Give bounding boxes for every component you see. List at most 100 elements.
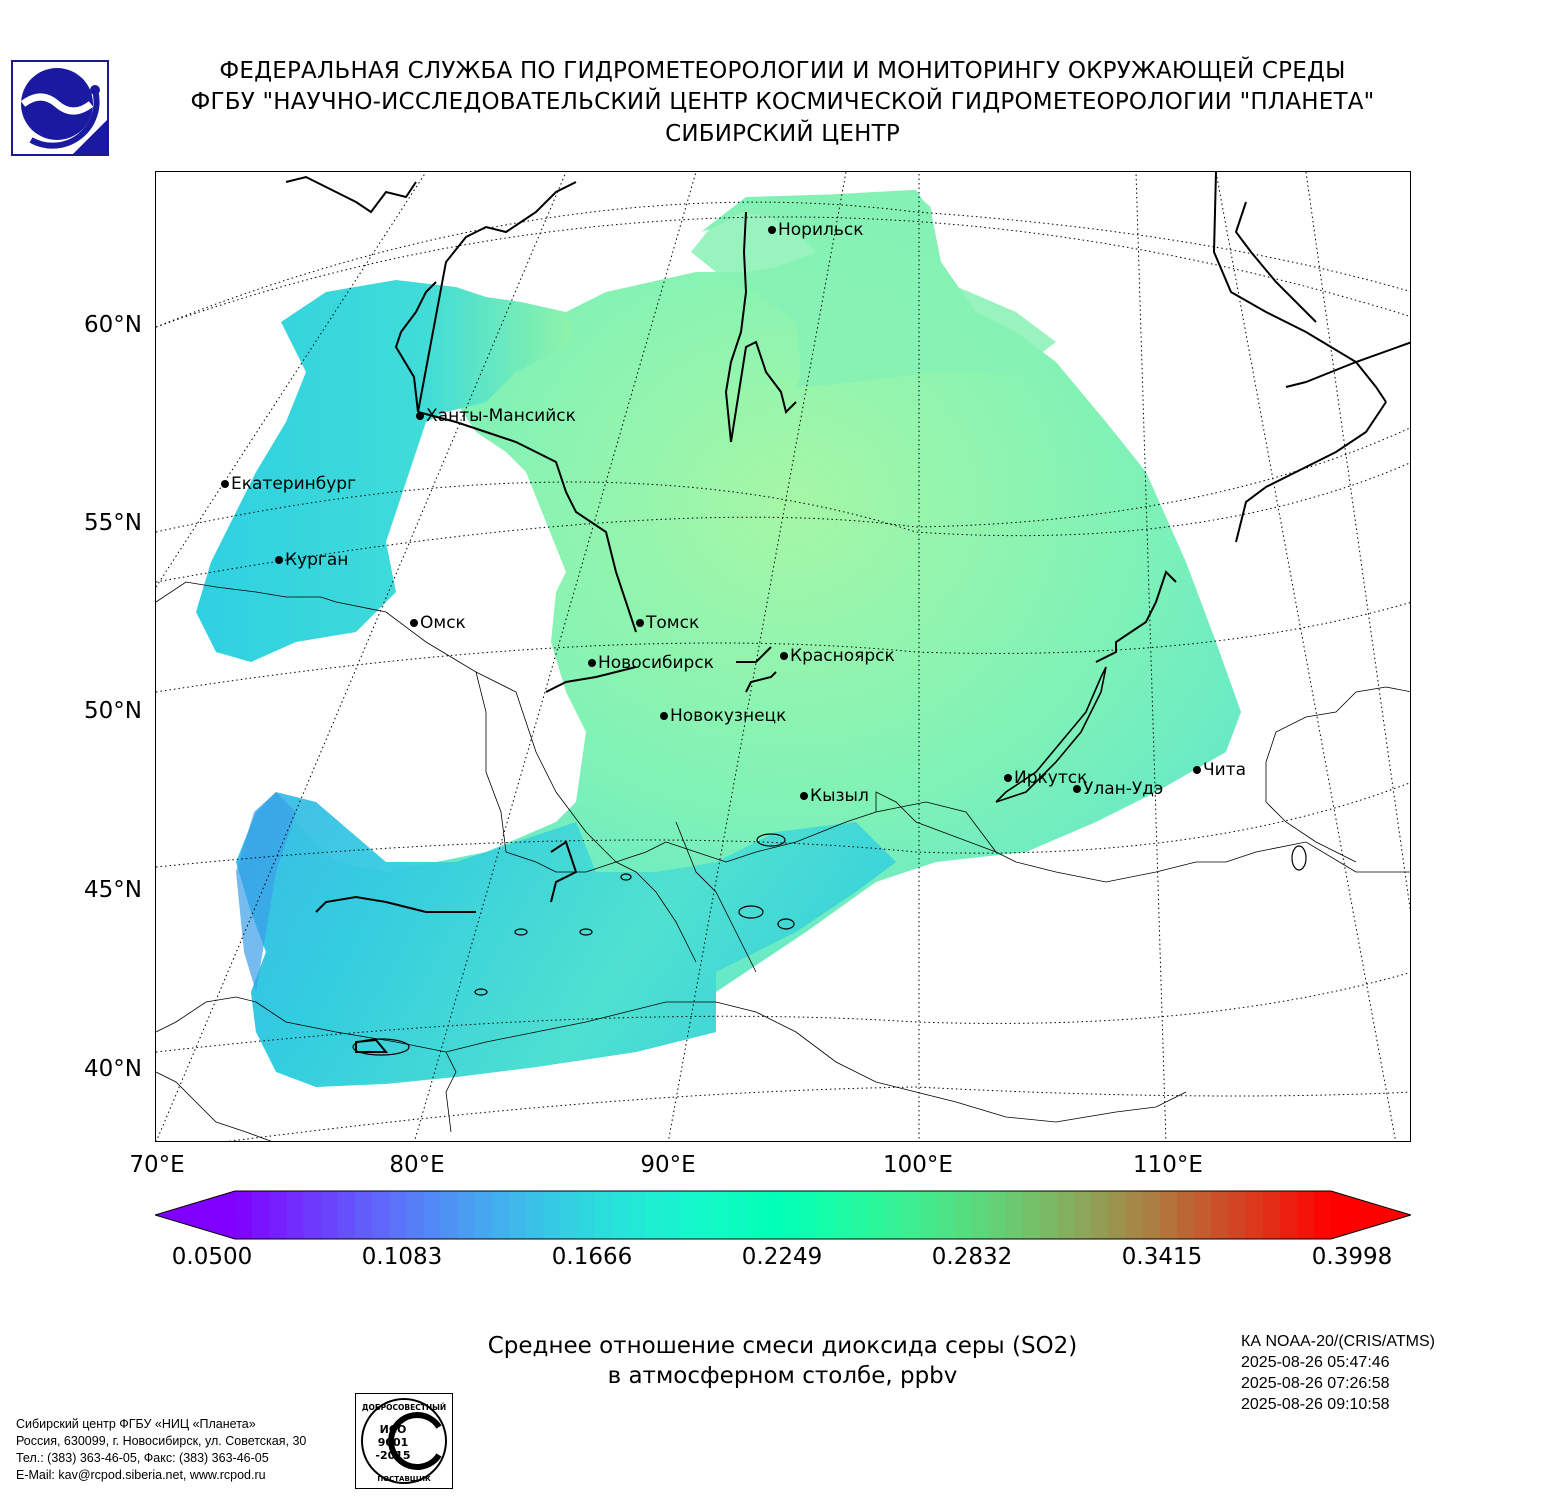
colorbar-segment: [988, 1191, 1007, 1239]
colorbar-segment: [1108, 1191, 1127, 1239]
map-canvas: [156, 172, 1410, 1141]
iso-stamp-bottom: ПОСТАВЩИК: [377, 1475, 431, 1483]
city-marker: [416, 412, 424, 420]
colorbar-segment: [474, 1191, 493, 1239]
colorbar-tick: 0.2249: [741, 1244, 823, 1270]
city-label: Ханты-Мансийск: [416, 406, 576, 426]
city-marker: [588, 659, 596, 667]
lat-label: 60°N: [84, 312, 142, 338]
pass-time: 2025-08-26 09:10:58: [1241, 1396, 1390, 1413]
colorbar-segment: [1125, 1191, 1144, 1239]
city-label: Чита: [1193, 760, 1246, 780]
colorbar-segment: [594, 1191, 613, 1239]
colorbar-segment: [526, 1191, 544, 1239]
lat-label: 50°N: [84, 698, 142, 724]
lon-label: 110°E: [1133, 1152, 1203, 1178]
so2-swath-west: [196, 280, 574, 662]
colorbar-segment: [817, 1191, 835, 1239]
baikal-lake: [995, 666, 1107, 803]
colorbar-segment: [406, 1191, 424, 1239]
colorbar-segment: [577, 1191, 596, 1239]
colorbar-segment: [235, 1191, 253, 1239]
city-marker: [660, 712, 668, 720]
colorbar-segment: [1262, 1191, 1281, 1239]
city-marker: [410, 619, 418, 627]
address-line: Тел.: (383) 363-46-05, Факс: (383) 363-4…: [16, 1451, 269, 1465]
city-marker: [800, 792, 808, 800]
colorbar-segment: [697, 1191, 716, 1239]
colorbar-segment: [440, 1191, 459, 1239]
colorbar-segment: [680, 1191, 698, 1239]
address-line: Россия, 630099, г. Новосибирск, ул. Сове…: [16, 1434, 307, 1448]
colorbar-segment: [491, 1191, 510, 1239]
colorbar-segment: [1074, 1191, 1092, 1239]
colorbar-segment: [868, 1191, 887, 1239]
satellite-name: КА NOAA-20/(CRIS/ATMS): [1241, 1333, 1435, 1350]
city-label: Норильск: [768, 220, 864, 240]
colorbar-segment: [1211, 1191, 1229, 1239]
colorbar-segment: [902, 1191, 921, 1239]
colorbar-segment: [457, 1191, 476, 1239]
colorbar-segment: [954, 1191, 972, 1239]
colorbar-segment: [937, 1191, 955, 1239]
city-label: Курган: [275, 550, 348, 570]
colorbar-segment: [834, 1191, 853, 1239]
colorbar-segment: [1279, 1191, 1298, 1239]
colorbar-segment: [1245, 1191, 1264, 1239]
lat-label: 40°N: [84, 1056, 142, 1082]
so2-map: Норильск Ханты-Мансийск Екатеринбург Кур…: [155, 171, 1411, 1142]
lat-label: 45°N: [84, 877, 142, 903]
colorbar-segment: [800, 1191, 818, 1239]
city-marker: [1004, 774, 1012, 782]
lon-label: 70°E: [129, 1152, 185, 1178]
colorbar-tick: 0.0500: [171, 1244, 253, 1270]
iso-stamp-top: ДОБРОСОВЕСТНЫЙ: [362, 1403, 446, 1412]
colorbar-segment: [663, 1191, 681, 1239]
colorbar-min-extend: [155, 1191, 236, 1239]
city-label: Екатеринбург: [221, 474, 356, 494]
lat-label: 55°N: [84, 510, 142, 536]
colorbar-segment: [423, 1191, 442, 1239]
colorbar-segment: [1005, 1191, 1024, 1239]
colorbar-segment: [1176, 1191, 1195, 1239]
colorbar-segment: [920, 1191, 938, 1239]
lon-label: 100°E: [883, 1152, 953, 1178]
colorbar: [155, 1190, 1411, 1240]
colorbar-outline: [155, 1190, 1411, 1240]
city-label: Красноярск: [780, 646, 895, 666]
header-line-2: ФГБУ "НАУЧНО-ИССЛЕДОВАТЕЛЬСКИЙ ЦЕНТР КОС…: [190, 89, 1375, 115]
colorbar-segment: [1039, 1191, 1058, 1239]
colorbar-segment: [731, 1191, 750, 1239]
address-line: E-Mail: kav@rcpod.siberia.net, www.rcpod…: [16, 1468, 266, 1482]
colorbar-segment: [337, 1191, 356, 1239]
iso-9001-stamp: ДОБРОСОВЕСТНЫЙ ИСО 9001 -2015 ПОСТАВЩИК: [355, 1393, 453, 1489]
colorbar-segment: [1313, 1191, 1332, 1239]
colorbar-segment: [748, 1191, 767, 1239]
colorbar-segment: [303, 1191, 322, 1239]
colorbar-tick: 0.1666: [551, 1244, 633, 1270]
colorbar-segment: [1159, 1191, 1178, 1239]
lon-label: 80°E: [389, 1152, 445, 1178]
colorbar-tick: 0.2832: [931, 1244, 1013, 1270]
city-marker: [636, 619, 644, 627]
city-label: Улан-Удэ: [1073, 779, 1163, 799]
so2-swath-sw-edge: [236, 792, 296, 992]
colorbar-segment: [628, 1191, 647, 1239]
city-label: Омск: [410, 613, 466, 633]
city-label: Томск: [636, 613, 699, 633]
colorbar-segment: [765, 1191, 784, 1239]
city-marker: [768, 226, 776, 234]
so2-swath-south: [236, 792, 896, 1087]
colorbar-segment: [560, 1191, 579, 1239]
colorbar-tick: 0.1083: [361, 1244, 443, 1270]
so2-swath-north: [691, 190, 1056, 387]
iso-stamp-line: 9001: [378, 1436, 409, 1449]
iso-stamp-line: -2015: [375, 1449, 410, 1462]
colorbar-segment: [509, 1191, 527, 1239]
colorbar-segment: [714, 1191, 733, 1239]
colorbar-segment: [269, 1191, 287, 1239]
colorbar-segment: [1142, 1191, 1161, 1239]
colorbar-segment: [543, 1191, 561, 1239]
city-marker: [221, 480, 229, 488]
colorbar-segment: [1091, 1191, 1109, 1239]
